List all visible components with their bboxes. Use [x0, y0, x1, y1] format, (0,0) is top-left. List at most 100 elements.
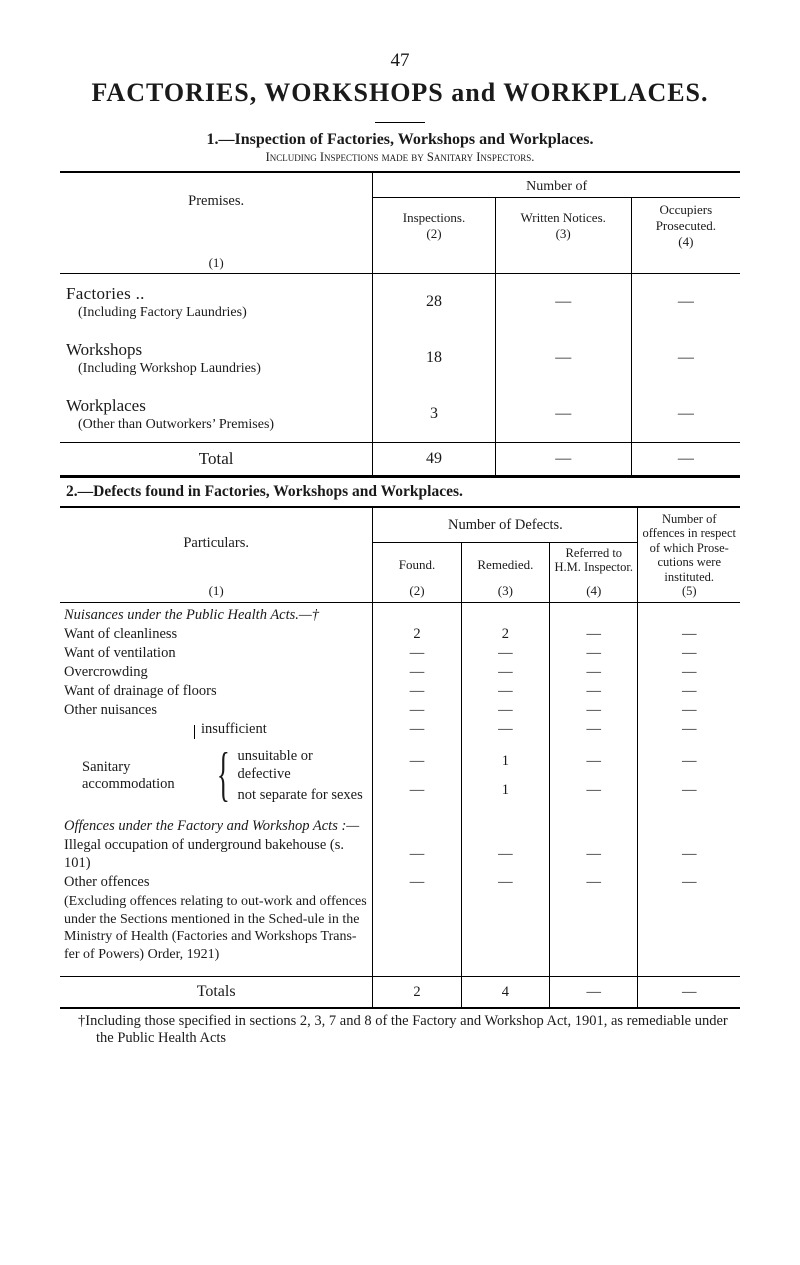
col-note: (2)	[373, 580, 461, 603]
table-inspections: Premises. Number of Inspections. (2) Wri…	[60, 171, 740, 477]
cell: —	[550, 625, 638, 644]
col-label: Inspections.	[403, 210, 465, 225]
col-label: Referred to H.M. Inspector.	[555, 546, 633, 574]
col-remedied: Remedied.	[461, 542, 549, 579]
col-label: Occupiers Prosecuted.	[656, 202, 716, 233]
cell: —	[461, 663, 549, 682]
row-workshops-label: Workshops	[60, 330, 373, 361]
cell: 1	[461, 747, 549, 776]
cell: —	[495, 330, 631, 386]
cell: —	[638, 720, 740, 739]
cell: —	[550, 836, 638, 873]
row-factories-sub: (Including Factory Laundries)	[60, 305, 373, 330]
row-workshops-sub: (Including Workshop Laundries)	[60, 361, 373, 386]
cell: —	[461, 701, 549, 720]
cell: —	[638, 625, 740, 644]
cell: —	[373, 873, 461, 892]
cell: 3	[373, 386, 495, 443]
cell: —	[373, 701, 461, 720]
col-note: (4)	[678, 234, 693, 249]
col-note-left: (1)	[60, 254, 373, 274]
row-label: unsuitable or defective	[238, 748, 369, 787]
footnote: †Including those specified in sections 2…	[60, 1009, 740, 1047]
cell: —	[550, 776, 638, 805]
row-workplaces-sub: (Other than Outworkers’ Premises)	[60, 417, 373, 443]
divider	[375, 122, 425, 123]
row-factories-label: Factories ..	[60, 274, 373, 306]
cell: —	[638, 977, 740, 1009]
group2-heading: Offences under the Factory and Workshop …	[60, 817, 373, 836]
row-label: Want of drainage of floors	[60, 682, 373, 701]
main-title: FACTORIES, WORKSHOPS and WORKPLACES.	[60, 78, 740, 108]
cell: —	[631, 443, 740, 477]
col-notices: Written Notices. (3)	[495, 198, 631, 255]
col-label: Number of offences in respect of which P…	[642, 512, 735, 584]
col-note: (2)	[426, 226, 441, 241]
cell: —	[638, 836, 740, 873]
cell: 2	[373, 977, 461, 1009]
cell: —	[638, 644, 740, 663]
col-offences: Number of offences in respect of which P…	[638, 508, 740, 603]
cell: —	[461, 720, 549, 739]
cell: —	[631, 386, 740, 443]
col-prosecuted: Occupiers Prosecuted. (4)	[631, 198, 740, 255]
row-label: Other nuisances	[60, 701, 373, 720]
cell: —	[495, 386, 631, 443]
col-found: Found.	[373, 542, 461, 579]
row-label: Want of ventilation	[60, 644, 373, 663]
cell: —	[373, 644, 461, 663]
col-note: (5)	[682, 584, 697, 598]
particulars-label: Particulars.	[183, 535, 249, 551]
totals-label: Totals	[60, 977, 373, 1009]
col-referred: Referred to H.M. Inspector.	[550, 542, 638, 579]
cell: —	[550, 663, 638, 682]
cell: 2	[373, 625, 461, 644]
cell: —	[461, 836, 549, 873]
cell: —	[550, 682, 638, 701]
row-workplaces-label: Workplaces	[60, 386, 373, 417]
cell: —	[638, 682, 740, 701]
premises-label: Premises.	[188, 193, 244, 209]
cell: 28	[373, 274, 495, 331]
col-note: (4)	[550, 580, 638, 603]
cell: —	[495, 274, 631, 331]
total-label: Total	[60, 443, 373, 477]
col-label: Written Notices.	[520, 210, 605, 225]
section1-subtitle: Including Inspections made by Sanitary I…	[60, 150, 740, 165]
col-note: (3)	[556, 226, 571, 241]
cell: —	[638, 747, 740, 776]
col-label: Found.	[399, 557, 435, 572]
table-defects: Particulars. Number of Defects. Number o…	[60, 508, 740, 1009]
cell: —	[373, 747, 461, 776]
cell: —	[631, 330, 740, 386]
cell: —	[550, 720, 638, 739]
section1-title: 1.—Inspection of Factories, Workshops an…	[60, 131, 740, 149]
col-note-left: (1)	[60, 580, 373, 603]
cell: —	[638, 873, 740, 892]
cell: —	[461, 873, 549, 892]
row-label: not separate for sexes	[238, 787, 369, 804]
cell: —	[631, 274, 740, 331]
cell: —	[638, 776, 740, 805]
cell: —	[550, 701, 638, 720]
cell: 1	[461, 776, 549, 805]
row-label: Want of cleanliness	[60, 625, 373, 644]
cell: —	[638, 663, 740, 682]
row-label: Other offences	[60, 873, 373, 892]
col-label: Remedied.	[477, 557, 533, 572]
cell: —	[461, 682, 549, 701]
row-label: Illegal occupation of underground bakeho…	[60, 836, 373, 873]
cell: —	[373, 720, 461, 739]
cell: —	[495, 443, 631, 477]
defects-label: Number of Defects.	[373, 508, 638, 542]
row-label: insufficient	[195, 721, 267, 738]
row-label: Overcrowding	[60, 663, 373, 682]
cell: 49	[373, 443, 495, 477]
cell: —	[550, 747, 638, 776]
section2-title: 2.—Defects found in Factories, Workshops…	[60, 476, 740, 508]
col-inspections: Inspections. (2)	[373, 198, 495, 255]
cell: 18	[373, 330, 495, 386]
cell: —	[461, 644, 549, 663]
group1-heading: Nuisances under the Public Health Acts.—…	[60, 603, 373, 626]
cell: 2	[461, 625, 549, 644]
